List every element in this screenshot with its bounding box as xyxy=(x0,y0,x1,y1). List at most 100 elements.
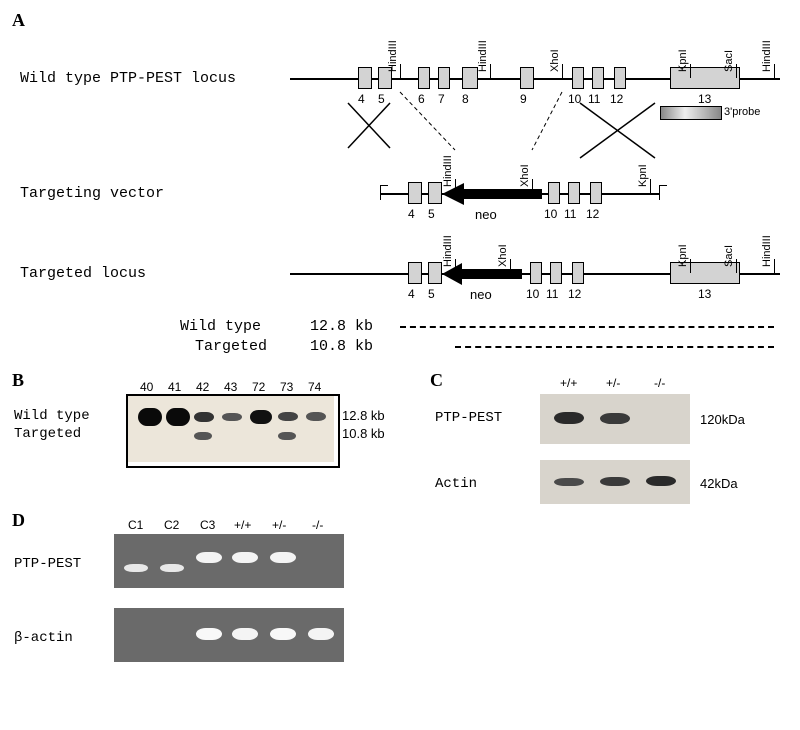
restriction-label: XhoI xyxy=(497,244,509,267)
restriction-label: SacI xyxy=(723,50,735,72)
restriction-label: HindIII xyxy=(442,155,454,187)
exon-label: 11 xyxy=(546,287,558,301)
band xyxy=(554,478,584,486)
restriction-tick xyxy=(774,259,775,273)
band xyxy=(194,432,212,440)
band xyxy=(554,412,584,424)
panel-b-tg-row: Targeted xyxy=(14,426,81,442)
panel-c-size-actin: 42kDa xyxy=(700,476,738,491)
exon-label: 11 xyxy=(564,207,576,221)
panel-b-label: B xyxy=(12,370,24,391)
band xyxy=(232,552,258,563)
tg-frag-size: 10.8 kb xyxy=(310,338,373,355)
restriction-label: HindIII xyxy=(387,40,399,72)
lane-label: 43 xyxy=(224,380,237,394)
restriction-tick xyxy=(690,259,691,273)
panel-b-blot xyxy=(128,396,334,462)
vector-right-end xyxy=(659,186,660,200)
restriction-tick xyxy=(510,259,511,273)
targeted-line: 4 5 10 11 12 13 neo HindIII XhoI KpnI Sa… xyxy=(290,273,780,275)
exon-label: 10 xyxy=(526,287,539,301)
lane-label: C3 xyxy=(200,518,215,532)
exon-label: 12 xyxy=(568,287,581,301)
wt-frag-size: 12.8 kb xyxy=(310,318,373,335)
restriction-tick xyxy=(490,64,491,78)
exon xyxy=(428,262,442,284)
band xyxy=(160,564,184,572)
exon-label: 12 xyxy=(586,207,599,221)
exon-label: 5 xyxy=(428,207,435,221)
restriction-label: KpnI xyxy=(637,164,649,187)
exon-label: 13 xyxy=(698,287,711,301)
restriction-tick xyxy=(455,259,456,273)
band xyxy=(166,408,190,426)
vector-left-end xyxy=(380,186,381,200)
band xyxy=(232,628,258,640)
wt-extent xyxy=(400,326,774,328)
targeted-label: Targeted locus xyxy=(20,265,146,282)
lane-label: +/+ xyxy=(234,518,251,532)
exon-label: 10 xyxy=(544,207,557,221)
band xyxy=(306,412,326,421)
exon xyxy=(550,262,562,284)
band xyxy=(250,410,272,424)
restriction-label: KpnI xyxy=(677,49,689,72)
band xyxy=(600,413,630,424)
restriction-label: XhoI xyxy=(519,164,531,187)
panel-c-blot-actin xyxy=(540,460,690,504)
lane-label: -/- xyxy=(312,518,323,532)
lane-label: +/- xyxy=(272,518,286,532)
restriction-tick xyxy=(650,179,651,193)
band xyxy=(270,628,296,640)
restriction-tick xyxy=(690,64,691,78)
panel-c-pest-row: PTP-PEST xyxy=(435,410,502,426)
panel-c-actin-row: Actin xyxy=(435,476,477,492)
restriction-tick xyxy=(562,64,563,78)
restriction-label: HindIII xyxy=(442,235,454,267)
panel-a-label: A xyxy=(12,10,25,31)
vector-label: Targeting vector xyxy=(20,185,164,202)
tg-extent xyxy=(455,346,774,348)
band xyxy=(308,628,334,640)
panel-c-label: C xyxy=(430,370,443,391)
restriction-tick xyxy=(400,64,401,78)
band xyxy=(278,432,296,440)
restriction-label: HindIII xyxy=(761,40,773,72)
wt-locus-label: Wild type PTP-PEST locus xyxy=(20,70,236,87)
band xyxy=(196,628,222,640)
panel-a: A Wild type PTP-PEST locus Targeting vec… xyxy=(10,10,790,370)
band xyxy=(196,552,222,563)
restriction-label: KpnI xyxy=(677,244,689,267)
band xyxy=(600,477,630,486)
panel-b-size-wt: 12.8 kb xyxy=(342,408,385,423)
panel-c-blot-pest xyxy=(540,394,690,444)
restriction-tick xyxy=(736,64,737,78)
exon-label: 5 xyxy=(428,287,435,301)
panel-b-size-tg: 10.8 kb xyxy=(342,426,385,441)
restriction-tick xyxy=(455,179,456,193)
panel-d-pest-row: PTP-PEST xyxy=(14,556,81,572)
lane-label: +/+ xyxy=(560,376,577,390)
panel-d-blot-bactin xyxy=(114,608,344,662)
neo-label: neo xyxy=(475,207,497,222)
band xyxy=(124,564,148,572)
panel-c-size-pest: 120kDa xyxy=(700,412,745,427)
exon-label: 4 xyxy=(408,207,415,221)
restriction-label: HindIII xyxy=(477,40,489,72)
band xyxy=(222,413,242,421)
lane-label: 72 xyxy=(252,380,265,394)
vector-line: 4 5 10 11 12 neo HindIII XhoI KpnI xyxy=(380,193,660,195)
lane-label: -/- xyxy=(654,376,665,390)
band xyxy=(194,412,214,422)
lane-label: C2 xyxy=(164,518,179,532)
lane-label: 74 xyxy=(308,380,321,394)
lane-label: 42 xyxy=(196,380,209,394)
wt-frag-label: Wild type xyxy=(180,318,261,335)
exon xyxy=(568,182,580,204)
exon xyxy=(428,182,442,204)
tg-frag-label: Targeted xyxy=(195,338,267,355)
neo-label: neo xyxy=(470,287,492,302)
exon-label: 4 xyxy=(408,287,415,301)
restriction-tick xyxy=(532,179,533,193)
restriction-label: XhoI xyxy=(549,49,561,72)
